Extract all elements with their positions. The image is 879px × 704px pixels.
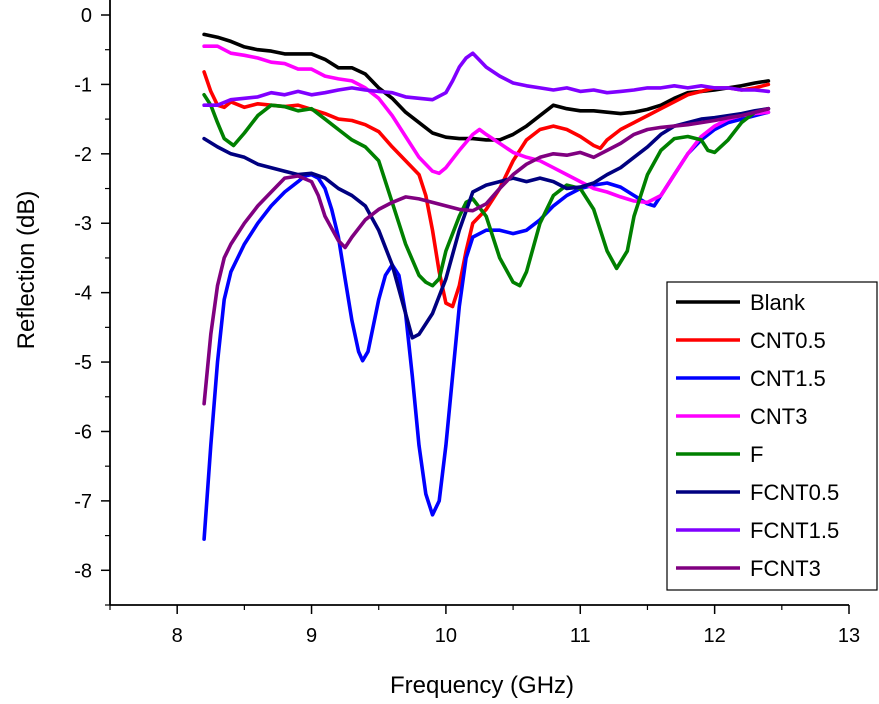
x-tick-label: 12	[704, 625, 726, 647]
y-tick-label: 0	[81, 5, 92, 27]
y-tick-label: -4	[74, 283, 92, 305]
series-layer	[202, 32, 771, 541]
series-line-cnt3	[202, 44, 771, 205]
legend-label: Blank	[750, 290, 806, 315]
legend-label: F	[750, 442, 763, 467]
y-ticks: 0 -1 -2 -3 -4 -5 -6 -7 -8	[74, 5, 110, 606]
x-tick-label: 8	[172, 625, 183, 647]
series-line-f	[202, 93, 771, 288]
legend-label: FCNT0.5	[750, 480, 839, 505]
legend-label: CNT1.5	[750, 366, 826, 391]
legend-label: FCNT3	[750, 556, 821, 581]
x-axis-title: Frequency (GHz)	[390, 672, 574, 699]
y-tick-label: -5	[74, 352, 92, 374]
legend: Blank CNT0.5 CNT1.5 CNT3 F FCNT0.5 FCNT1.5 FCNT…	[666, 281, 878, 591]
legend-label: CNT3	[750, 404, 807, 429]
series-line-fcnt3	[202, 106, 771, 406]
y-axis-title: Reflection (dB)	[13, 191, 40, 350]
y-tick-label: -2	[74, 144, 92, 166]
legend-label: FCNT1.5	[750, 518, 839, 543]
y-tick-label: -6	[74, 421, 92, 443]
series-line-blank	[202, 32, 771, 142]
legend-box	[666, 281, 878, 591]
x-ticks: 8 9 10 11 12 13	[109, 605, 860, 647]
y-tick-label: -8	[74, 560, 92, 582]
axes: 8 9 10 11 12 13 0 -1 -2 -3 -4 -5 -6 -7 -8	[74, 0, 860, 647]
x-tick-label: 13	[838, 625, 860, 647]
x-tick-label: 11	[570, 625, 591, 647]
y-tick-label: -7	[74, 491, 92, 513]
x-tick-label: 10	[435, 625, 457, 647]
y-tick-label: -3	[74, 213, 92, 235]
legend-label: CNT0.5	[750, 328, 826, 353]
x-tick-label: 9	[306, 625, 317, 647]
series-line-fcnt1-5	[202, 51, 771, 107]
y-tick-label: -1	[74, 74, 92, 96]
